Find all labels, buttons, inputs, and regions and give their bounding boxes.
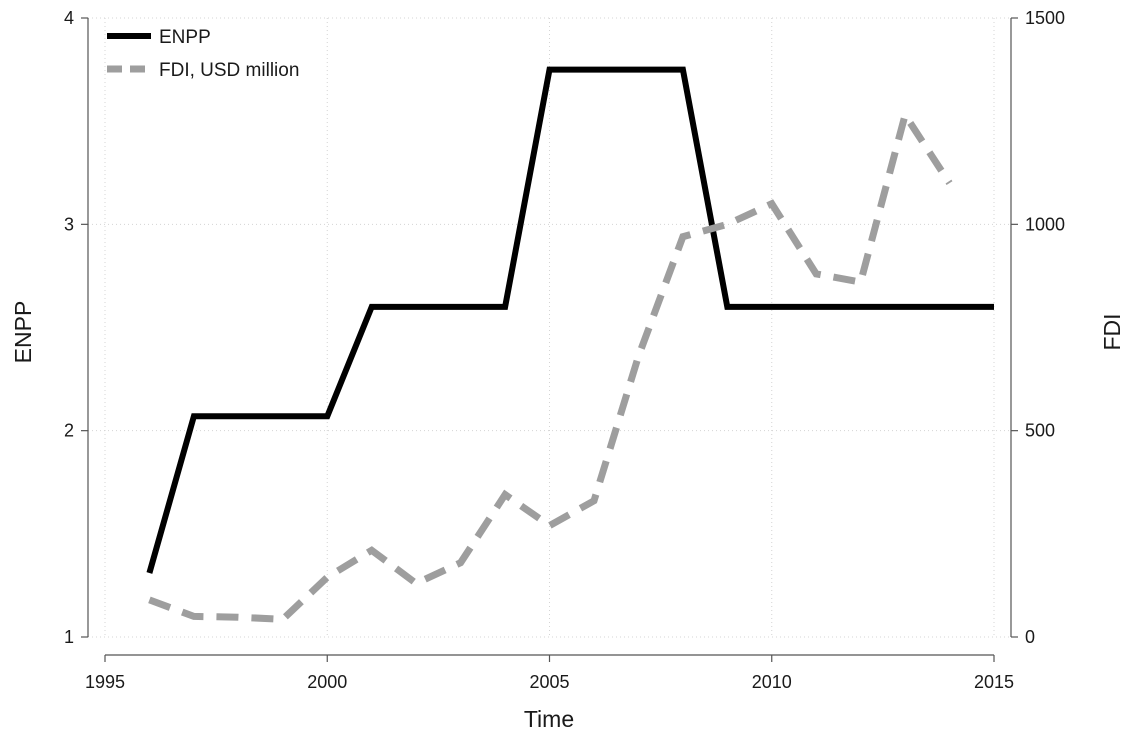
grid (88, 17, 1011, 638)
y-tick-label: 2 (64, 421, 74, 441)
legend-label-1: FDI, USD million (159, 60, 299, 81)
y2-tick-label: 0 (1025, 627, 1035, 647)
x-tick-label: 2005 (529, 672, 569, 692)
y-tick-label: 3 (64, 214, 74, 234)
x-tick-label: 2010 (752, 672, 792, 692)
y-tick-label: 4 (64, 8, 74, 28)
y2-tick-label: 500 (1025, 421, 1055, 441)
y2-axis-title: FDI (1099, 313, 1125, 350)
legend: ENPP FDI, USD million (107, 27, 299, 81)
y2-tick-label: 1500 (1025, 8, 1065, 28)
series-line-0 (146, 66, 994, 574)
x-tick-label: 2000 (307, 672, 347, 692)
legend-label-0: ENPP (159, 27, 211, 48)
y-tick-label: 1 (64, 627, 74, 647)
x-tick-label: 2015 (974, 672, 1014, 692)
y2-tick-label: 1000 (1025, 214, 1065, 234)
axes (87, 18, 1012, 656)
y-axis-title: ENPP (10, 301, 36, 364)
x-axis-title: Time (524, 706, 574, 732)
series (146, 66, 994, 623)
series-line-1 (148, 106, 953, 623)
x-tick-label: 1995 (85, 672, 125, 692)
ticks: 1995 2000 2005 2010 2015 1 2 3 4 0 500 1000 1500 (64, 8, 1065, 692)
